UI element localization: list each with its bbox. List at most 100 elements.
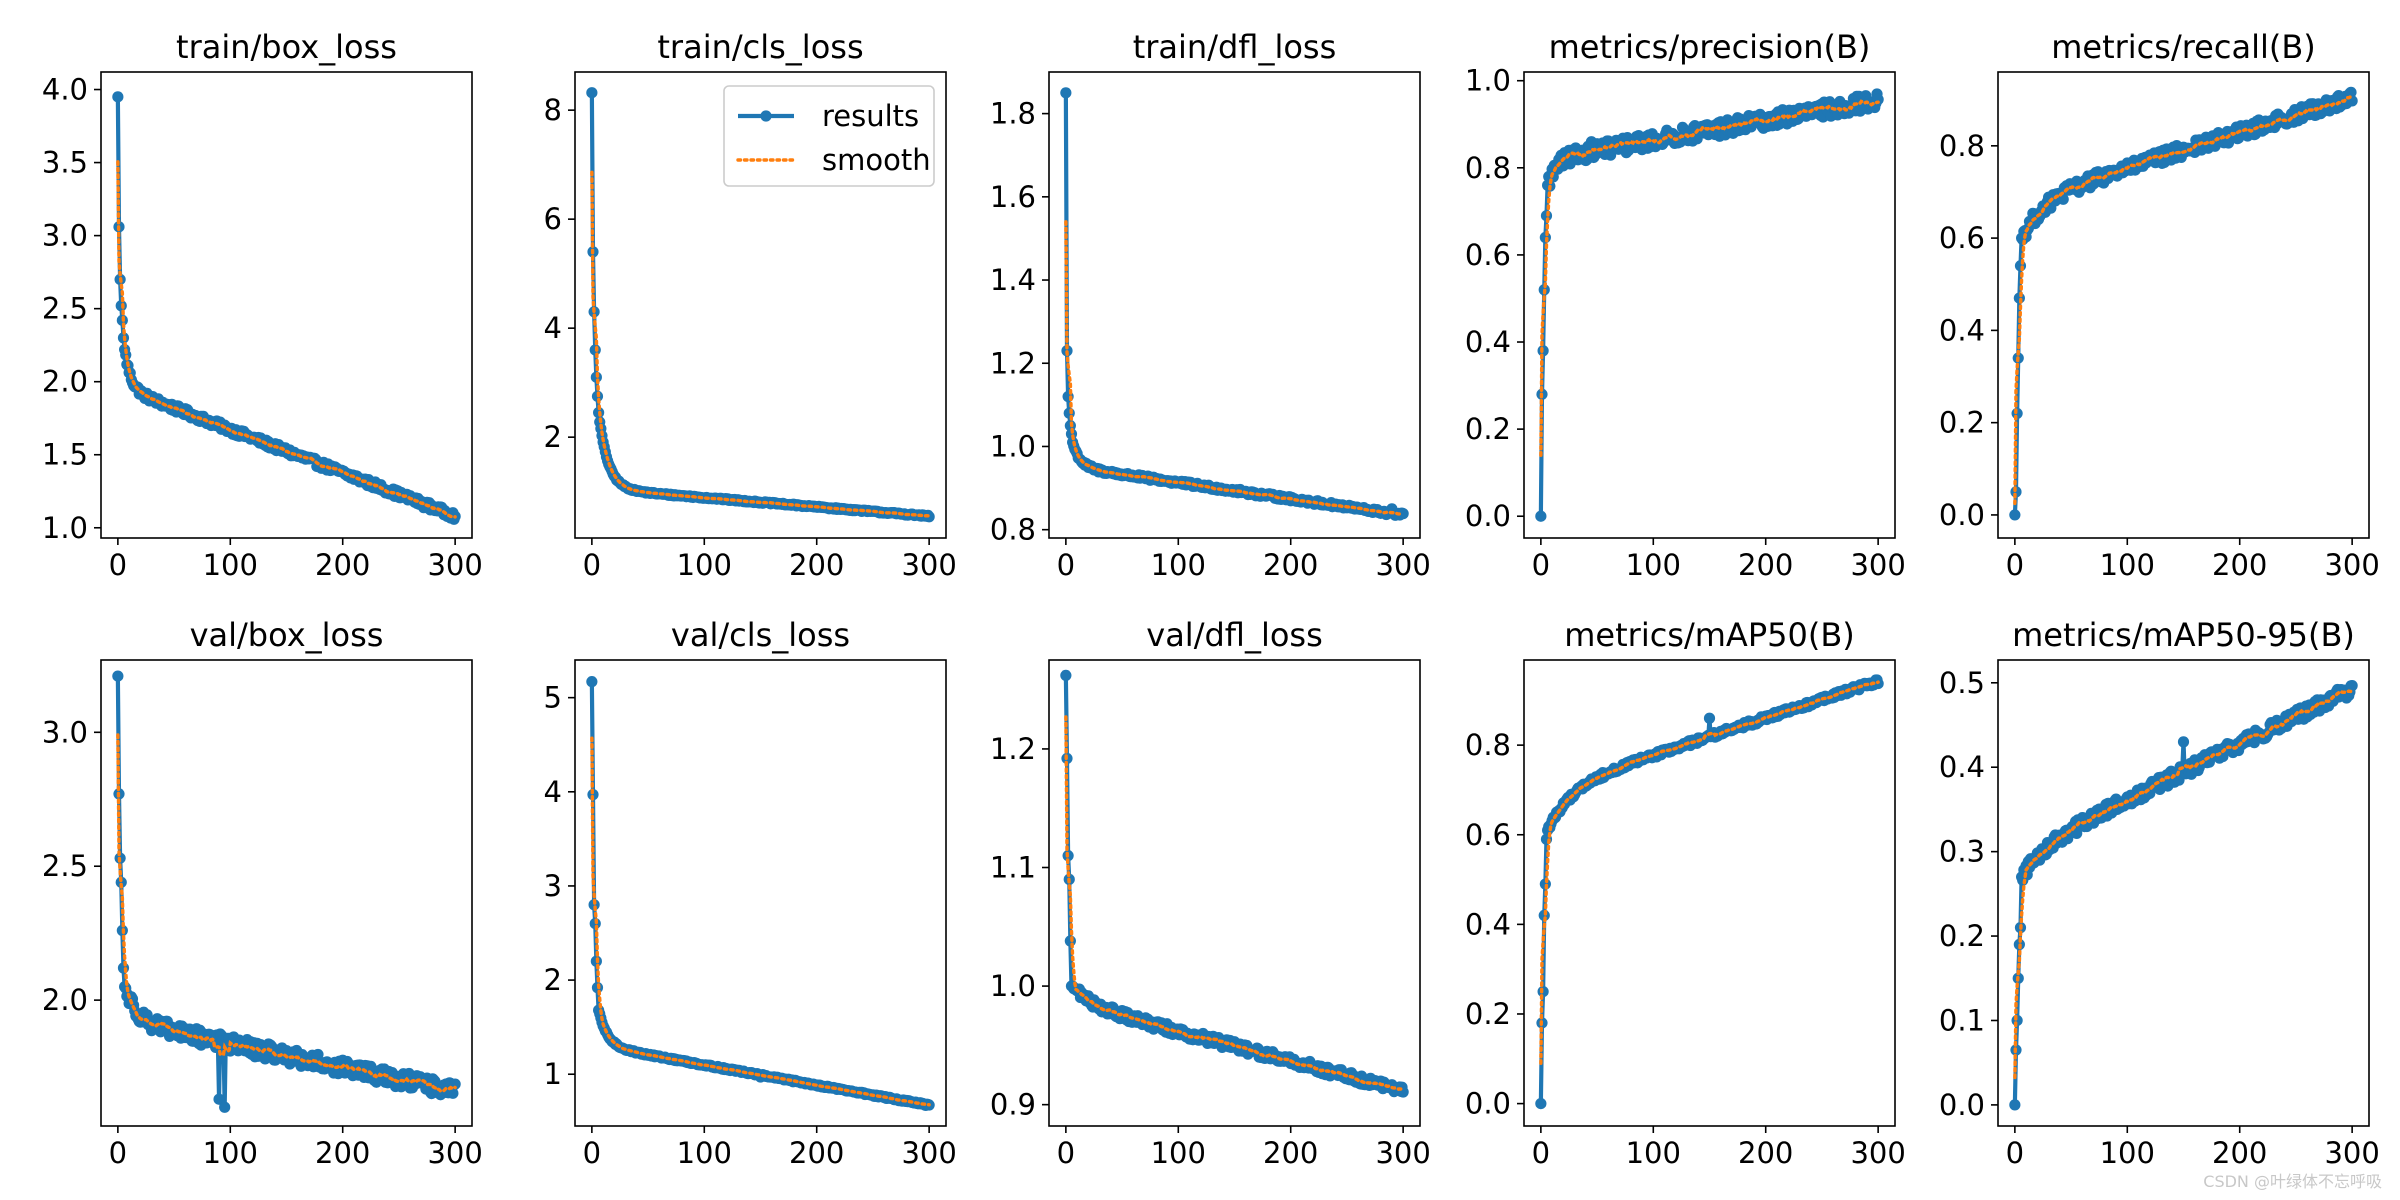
plot-area [2009, 86, 2358, 521]
y-tick-label: 2 [544, 420, 562, 454]
data-point-results [1535, 510, 1547, 522]
chart-panel-train-dfl-loss: train/dfl_loss 0 100 200 300 0.8 1.0 1.2 1.4 1.6 1… [990, 28, 1431, 582]
data-point-results [2009, 509, 2021, 521]
y-tick-label: 2.0 [42, 983, 88, 1017]
chart-panel-val-dfl-loss: val/dfl_loss 0 100 200 300 0.9 1.0 1.1 1.2 [990, 616, 1431, 1170]
y-tick-label: 1.0 [990, 429, 1036, 463]
y-tick-label: 1.2 [990, 346, 1036, 380]
y-tick-label: 3 [544, 869, 562, 903]
data-point-results [2010, 486, 2022, 498]
axes-frame [1048, 659, 1421, 1127]
chart-title: train/box_loss [176, 28, 397, 66]
series-line-smooth [590, 170, 931, 518]
watermark: CSDN @叶绿体不忘呼吸 [2203, 1172, 2382, 1191]
data-point-results [587, 789, 599, 801]
y-tick-label: 0.0 [1939, 1088, 1985, 1122]
x-tick-label: 300 [1850, 548, 1905, 582]
x-tick-label: 100 [203, 548, 258, 582]
x-tick-label: 100 [203, 1136, 258, 1170]
y-tick-label: 3.5 [42, 146, 88, 180]
y-tick-label: 0.6 [1465, 238, 1511, 272]
x-tick-label: 200 [1738, 1136, 1793, 1170]
legend-label-results: results [822, 99, 919, 133]
axes-frame [1523, 71, 1896, 539]
data-point-results [2177, 736, 2190, 748]
x-tick-label: 0 [109, 1136, 127, 1170]
chart-panel-metrics-recall-b: metrics/recall(B) 0 100 200 300 0.0 0.2 0.4 0.6 0… [1939, 28, 2380, 582]
y-tick-label: 0.4 [1939, 313, 1985, 347]
x-tick-label: 0 [109, 548, 127, 582]
series-line-smooth [1539, 680, 1880, 1065]
y-tick-label: 6 [544, 202, 562, 236]
x-tick-label: 300 [901, 1136, 956, 1170]
chart-panel-val-box-loss: val/box_loss 0 100 200 300 2.0 2.5 3.0 [42, 616, 483, 1170]
y-tick-label: 4.0 [42, 73, 88, 107]
data-point-results [115, 876, 127, 888]
x-tick-label: 100 [1626, 548, 1681, 582]
data-point-results [2346, 680, 2358, 692]
chart-panel-metrics-map50-95-b: metrics/mAP50-95(B) 0 100 200 300 0.0 0.1 0.2 0.… [1939, 616, 2380, 1170]
data-point-results [2345, 86, 2357, 98]
chart-title: metrics/precision(B) [1549, 28, 1871, 66]
chart-title: metrics/mAP50-95(B) [2012, 616, 2355, 654]
x-tick-label: 300 [1850, 1136, 1905, 1170]
y-tick-label: 0.2 [1465, 997, 1511, 1031]
series-line-smooth [2013, 688, 2354, 1080]
y-tick-label: 0.2 [1939, 406, 1985, 440]
plot-area [112, 91, 461, 525]
axes-frame [1048, 71, 1421, 539]
y-tick-label: 1.2 [990, 732, 1036, 766]
data-point-results [213, 1093, 225, 1105]
plot-area [2009, 680, 2358, 1111]
x-tick-label: 100 [677, 1136, 732, 1170]
series-line-smooth [1064, 715, 1405, 1092]
chart-title: metrics/mAP50(B) [1564, 616, 1855, 654]
y-tick-label: 0.8 [1465, 151, 1511, 185]
chart-title: val/cls_loss [671, 616, 850, 654]
y-tick-label: 1 [544, 1057, 562, 1091]
legend-label-smooth: smooth [822, 143, 931, 177]
y-tick-label: 0.2 [1939, 919, 1985, 953]
x-tick-label: 200 [1263, 548, 1318, 582]
plot-area [1060, 87, 1409, 521]
y-tick-label: 2 [544, 963, 562, 997]
chart-panel-metrics-map50-b: metrics/mAP50(B) 0 100 200 300 0.0 0.2 0.4 0.6 0.… [1465, 616, 1906, 1170]
x-tick-label: 200 [2212, 1136, 2267, 1170]
x-tick-label: 0 [1057, 1136, 1075, 1170]
chart-title: val/box_loss [190, 616, 384, 654]
y-tick-label: 0.8 [990, 513, 1036, 547]
plot-area [586, 87, 935, 523]
x-tick-label: 100 [1151, 548, 1206, 582]
x-tick-label: 200 [315, 1136, 370, 1170]
x-tick-label: 0 [1532, 1136, 1550, 1170]
axes-frame [100, 71, 473, 539]
x-tick-label: 0 [2006, 1136, 2024, 1170]
x-tick-label: 300 [1375, 548, 1430, 582]
data-point-results [1397, 508, 1409, 520]
y-tick-label: 1.4 [990, 263, 1036, 297]
y-tick-label: 2.0 [42, 365, 88, 399]
x-tick-label: 300 [901, 548, 956, 582]
y-tick-label: 1.0 [990, 969, 1036, 1003]
plot-area [1535, 88, 1884, 522]
y-tick-label: 1.1 [990, 851, 1036, 885]
data-point-results [447, 1087, 459, 1099]
x-tick-label: 200 [789, 1136, 844, 1170]
data-point-results [2009, 1099, 2021, 1111]
x-tick-label: 100 [2100, 1136, 2155, 1170]
x-tick-label: 200 [1738, 548, 1793, 582]
x-tick-label: 100 [2100, 548, 2155, 582]
y-tick-label: 1.0 [42, 511, 88, 545]
y-tick-label: 8 [544, 93, 562, 127]
x-tick-label: 0 [583, 548, 601, 582]
x-tick-label: 0 [2006, 548, 2024, 582]
y-tick-label: 3.0 [42, 715, 88, 749]
y-tick-label: 0.3 [1939, 835, 1985, 869]
data-point-results [219, 1101, 231, 1113]
y-tick-label: 1.0 [1465, 64, 1511, 98]
chart-panel-val-cls-loss: val/cls_loss 0 100 200 300 1 2 3 4 5 [544, 616, 957, 1170]
y-tick-label: 0.9 [990, 1088, 1036, 1122]
